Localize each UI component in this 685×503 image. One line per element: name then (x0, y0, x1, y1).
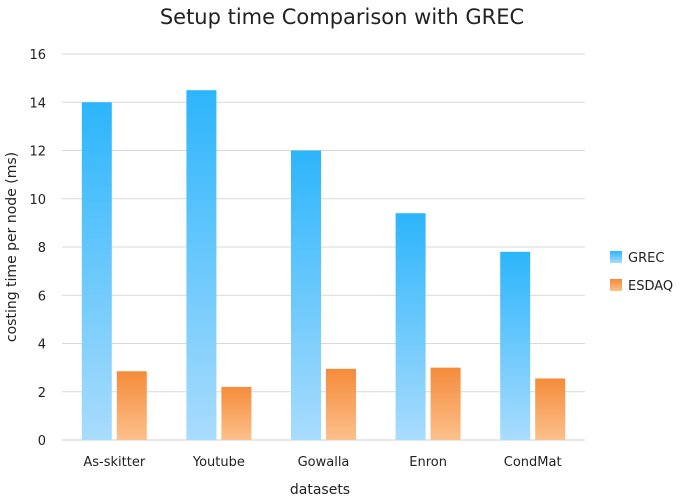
x-axis-label: datasets (290, 482, 350, 498)
bar-esdaq-gowalla (326, 368, 356, 440)
bar-esdaq-condmat (535, 378, 566, 440)
y-tick-label: 8 (38, 241, 46, 256)
bar-esdaq-enron (430, 367, 461, 440)
y-tick-label: 10 (29, 193, 46, 208)
legend-label-esdaq: ESDAQ (628, 279, 673, 294)
x-tick-label: Gowalla (298, 455, 350, 470)
x-axis-ticks: As-skitter Youtube Gowalla Enron CondMat (83, 455, 561, 470)
bar-esdaq-youtube (221, 386, 252, 440)
y-tick-label: 16 (29, 48, 46, 63)
gridlines (62, 53, 585, 441)
y-axis-ticks: 0 2 4 6 8 10 12 14 16 (29, 48, 46, 449)
x-tick-label: Enron (409, 455, 447, 470)
x-tick-label: CondMat (504, 455, 562, 470)
y-tick-label: 0 (38, 434, 46, 449)
bar-esdaq-as-skitter (116, 371, 147, 440)
bar-grec-gowalla (291, 150, 321, 440)
y-tick-label: 14 (29, 96, 46, 111)
legend-swatch-grec (610, 251, 622, 263)
chart-title: Setup time Comparison with GREC (160, 5, 524, 29)
y-tick-label: 2 (38, 386, 46, 401)
bar-grec-as-skitter (81, 102, 112, 440)
y-axis-label: costing time per node (ms) (4, 152, 20, 342)
y-tick-label: 6 (38, 289, 46, 304)
x-tick-label: As-skitter (83, 455, 145, 470)
bar-grec-enron (395, 213, 426, 440)
x-tick-label: Youtube (192, 455, 245, 470)
legend-label-grec: GREC (628, 251, 664, 266)
bars (81, 90, 566, 440)
y-tick-label: 4 (38, 338, 46, 353)
bar-grec-condmat (500, 251, 531, 440)
legend: GREC ESDAQ (610, 251, 673, 294)
bar-grec-youtube (186, 90, 217, 440)
legend-swatch-esdaq (610, 279, 622, 291)
y-tick-label: 12 (29, 145, 46, 160)
